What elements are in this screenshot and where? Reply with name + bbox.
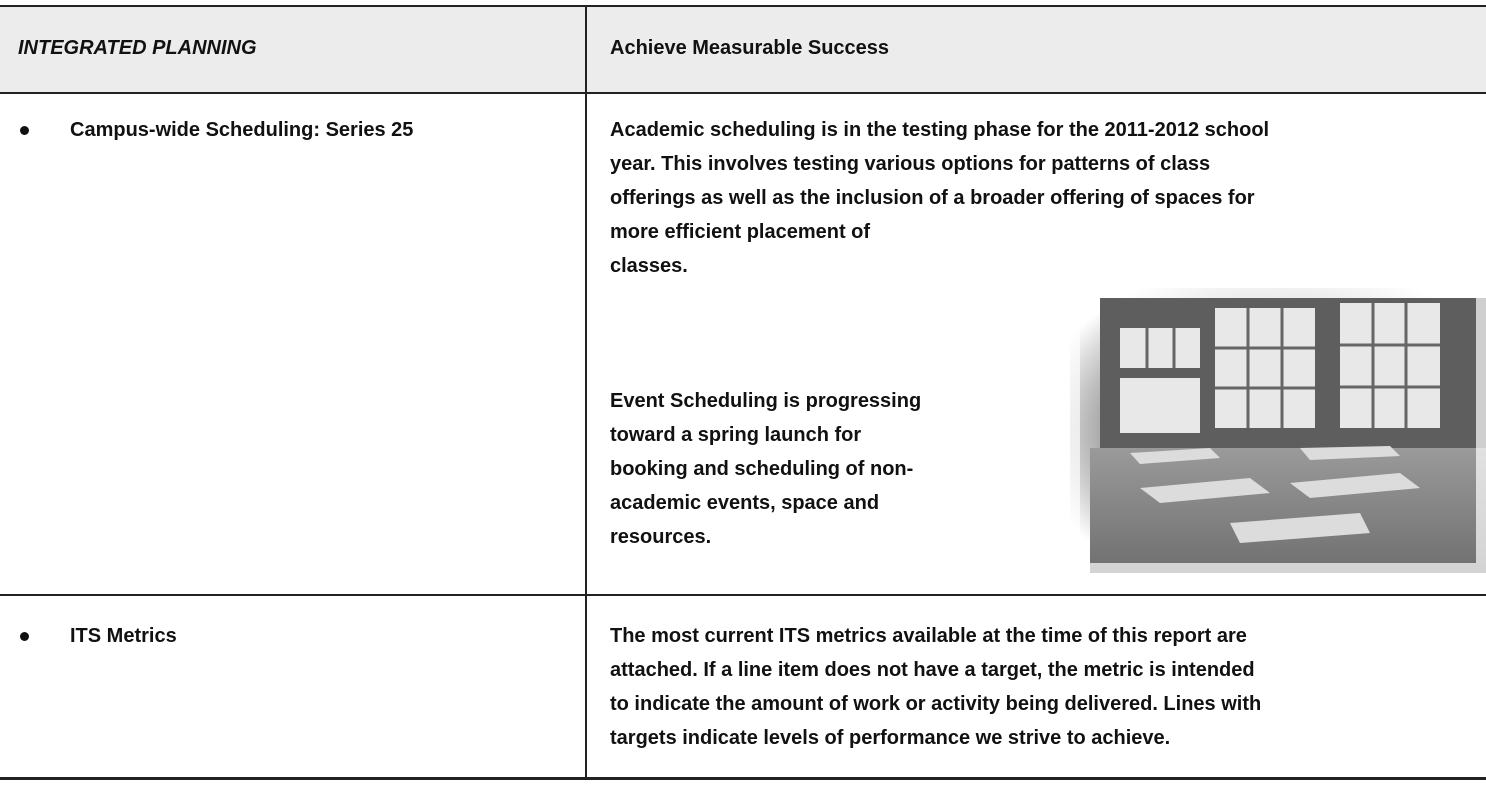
rule — [0, 594, 1486, 596]
paragraph-line: to indicate the amount of work or activi… — [610, 693, 1262, 715]
rule — [0, 92, 1486, 94]
paragraph-line: classes. — [610, 255, 688, 277]
bullet — [20, 126, 29, 135]
paragraph-line: The most current ITS metrics available a… — [610, 625, 1247, 647]
header-band — [0, 6, 1486, 92]
paragraph-line: toward a spring launch for — [610, 424, 862, 446]
paragraph-line: resources. — [610, 526, 712, 548]
paragraph-line: year. This involves testing various opti… — [610, 153, 1211, 175]
row-item: Campus-wide Scheduling: Series 25 — [70, 119, 414, 141]
rule — [0, 777, 1486, 780]
rule — [0, 5, 1486, 7]
header-right: Achieve Measurable Success — [610, 37, 890, 59]
paragraph-line: more efficient placement of — [610, 221, 871, 243]
paragraph-line: offerings as well as the inclusion of a … — [610, 187, 1255, 209]
paragraph-line: academic events, space and — [610, 492, 880, 514]
row-item: ITS Metrics — [70, 625, 177, 647]
paragraph-line: booking and scheduling of non- — [610, 458, 914, 480]
paragraph-line: targets indicate levels of performance w… — [610, 727, 1171, 749]
paragraph-line: Event Scheduling is progressing — [610, 390, 922, 412]
header-left: INTEGRATED PLANNING — [18, 37, 257, 59]
paragraph-line: attached. If a line item does not have a… — [610, 659, 1255, 681]
classroom-photo — [1070, 288, 1486, 573]
column-rule — [585, 5, 587, 780]
bullet — [20, 632, 29, 641]
paragraph-line: Academic scheduling is in the testing ph… — [610, 119, 1270, 141]
